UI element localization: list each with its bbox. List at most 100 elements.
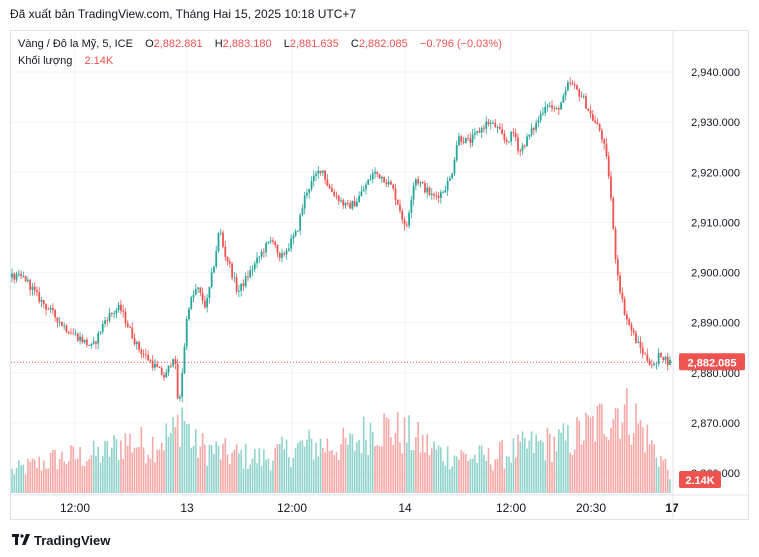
volume-bar [170, 433, 172, 493]
volume-bar [229, 464, 231, 493]
candle-body [437, 195, 440, 199]
volume-bar [655, 457, 658, 493]
volume-bar [224, 438, 227, 493]
volume-bar [539, 439, 542, 493]
volume-bar [462, 452, 465, 493]
volume-bar [455, 456, 458, 493]
candle-body [521, 145, 524, 151]
volume-bar [140, 426, 143, 493]
candle-body [258, 256, 261, 258]
candle-body [190, 297, 193, 309]
candle-body [489, 123, 492, 125]
candle-body [410, 199, 413, 213]
volume-bar [489, 464, 492, 493]
volume-bar [371, 432, 374, 493]
candle-body [233, 277, 236, 279]
volume-bar [238, 453, 240, 493]
volume-bar [424, 452, 426, 493]
candle-body [38, 292, 41, 302]
candle-body [267, 241, 270, 243]
volume-bar [308, 429, 311, 493]
volume-bar [61, 451, 63, 493]
candle-body [67, 331, 70, 334]
candle-body [585, 96, 587, 109]
volume-label[interactable]: Khối lượng [18, 55, 73, 67]
candle-body [517, 137, 519, 151]
candle-body [523, 145, 526, 147]
candle-body [117, 304, 120, 311]
volume-bar [278, 443, 281, 493]
volume-bar [603, 434, 605, 493]
candle-body [194, 288, 197, 295]
candle-body [601, 130, 603, 140]
candle-body [528, 134, 531, 137]
candle-body [380, 176, 383, 179]
volume-bar [512, 438, 515, 493]
volume-bar [276, 443, 279, 493]
volume-bar [172, 417, 174, 493]
volume-bar [526, 448, 528, 493]
open-value: 2,882.881 [153, 38, 203, 50]
volume-bar [167, 436, 170, 493]
candle-body [551, 105, 553, 109]
candle-body [653, 363, 656, 366]
volume-bar [24, 474, 27, 493]
candle-body [483, 127, 485, 129]
candle-body [333, 191, 336, 196]
candle-body [296, 230, 299, 232]
candle-body [623, 298, 626, 315]
volume-bar [219, 459, 222, 493]
volume-bar [122, 459, 124, 493]
candle-body [244, 276, 247, 287]
volume-bar [399, 442, 401, 493]
candle-body [435, 195, 438, 197]
volume-bar [27, 458, 29, 493]
candle-body [535, 122, 538, 130]
volume-bar [72, 446, 75, 493]
candle-body [610, 176, 612, 199]
candle-body [140, 349, 143, 354]
volume-bar [165, 423, 168, 493]
volume-bar [56, 469, 59, 493]
volume-bar [235, 444, 238, 493]
y-tick-label: 2,940.000 [691, 67, 740, 79]
candle-body [578, 89, 581, 97]
volume-bar [38, 456, 41, 493]
volume-bar [18, 460, 20, 493]
candle-body [285, 250, 288, 255]
volume-bar [662, 460, 664, 493]
volume-bar [433, 441, 435, 493]
candle-body [95, 341, 97, 344]
volume-bar [265, 459, 267, 493]
candle-body [160, 367, 163, 375]
candle-body [324, 170, 327, 180]
candle-body [294, 231, 297, 236]
volume-bar [523, 437, 526, 493]
candle-body [471, 134, 474, 143]
volume-bar [340, 443, 342, 493]
volume-bar [385, 417, 388, 493]
volume-bar [188, 423, 190, 493]
candle-body [650, 364, 653, 366]
candle-body [240, 283, 243, 291]
candle-body [582, 96, 585, 97]
volume-bar [356, 442, 358, 493]
candle-body [390, 181, 392, 185]
candle-body [430, 193, 433, 195]
candle-body [473, 132, 476, 135]
symbol-label[interactable]: Vàng / Đô la Mỹ, 5, ICE [18, 38, 133, 50]
candle-body [24, 275, 27, 282]
volume-bar [478, 445, 481, 493]
axes: 12:00 13 12:00 14 12:00 20:30 17 2,940.000 2,930… [11, 31, 748, 519]
volume-bar [263, 449, 265, 493]
volume-bar [97, 446, 100, 493]
volume-bar [145, 463, 147, 493]
candle-body [135, 341, 138, 345]
volume-bar [533, 452, 535, 493]
volume-bar [555, 451, 558, 493]
volume-bar [528, 440, 531, 493]
candle-body [92, 341, 95, 344]
candle-body [576, 85, 578, 90]
volume-bar [86, 461, 88, 493]
